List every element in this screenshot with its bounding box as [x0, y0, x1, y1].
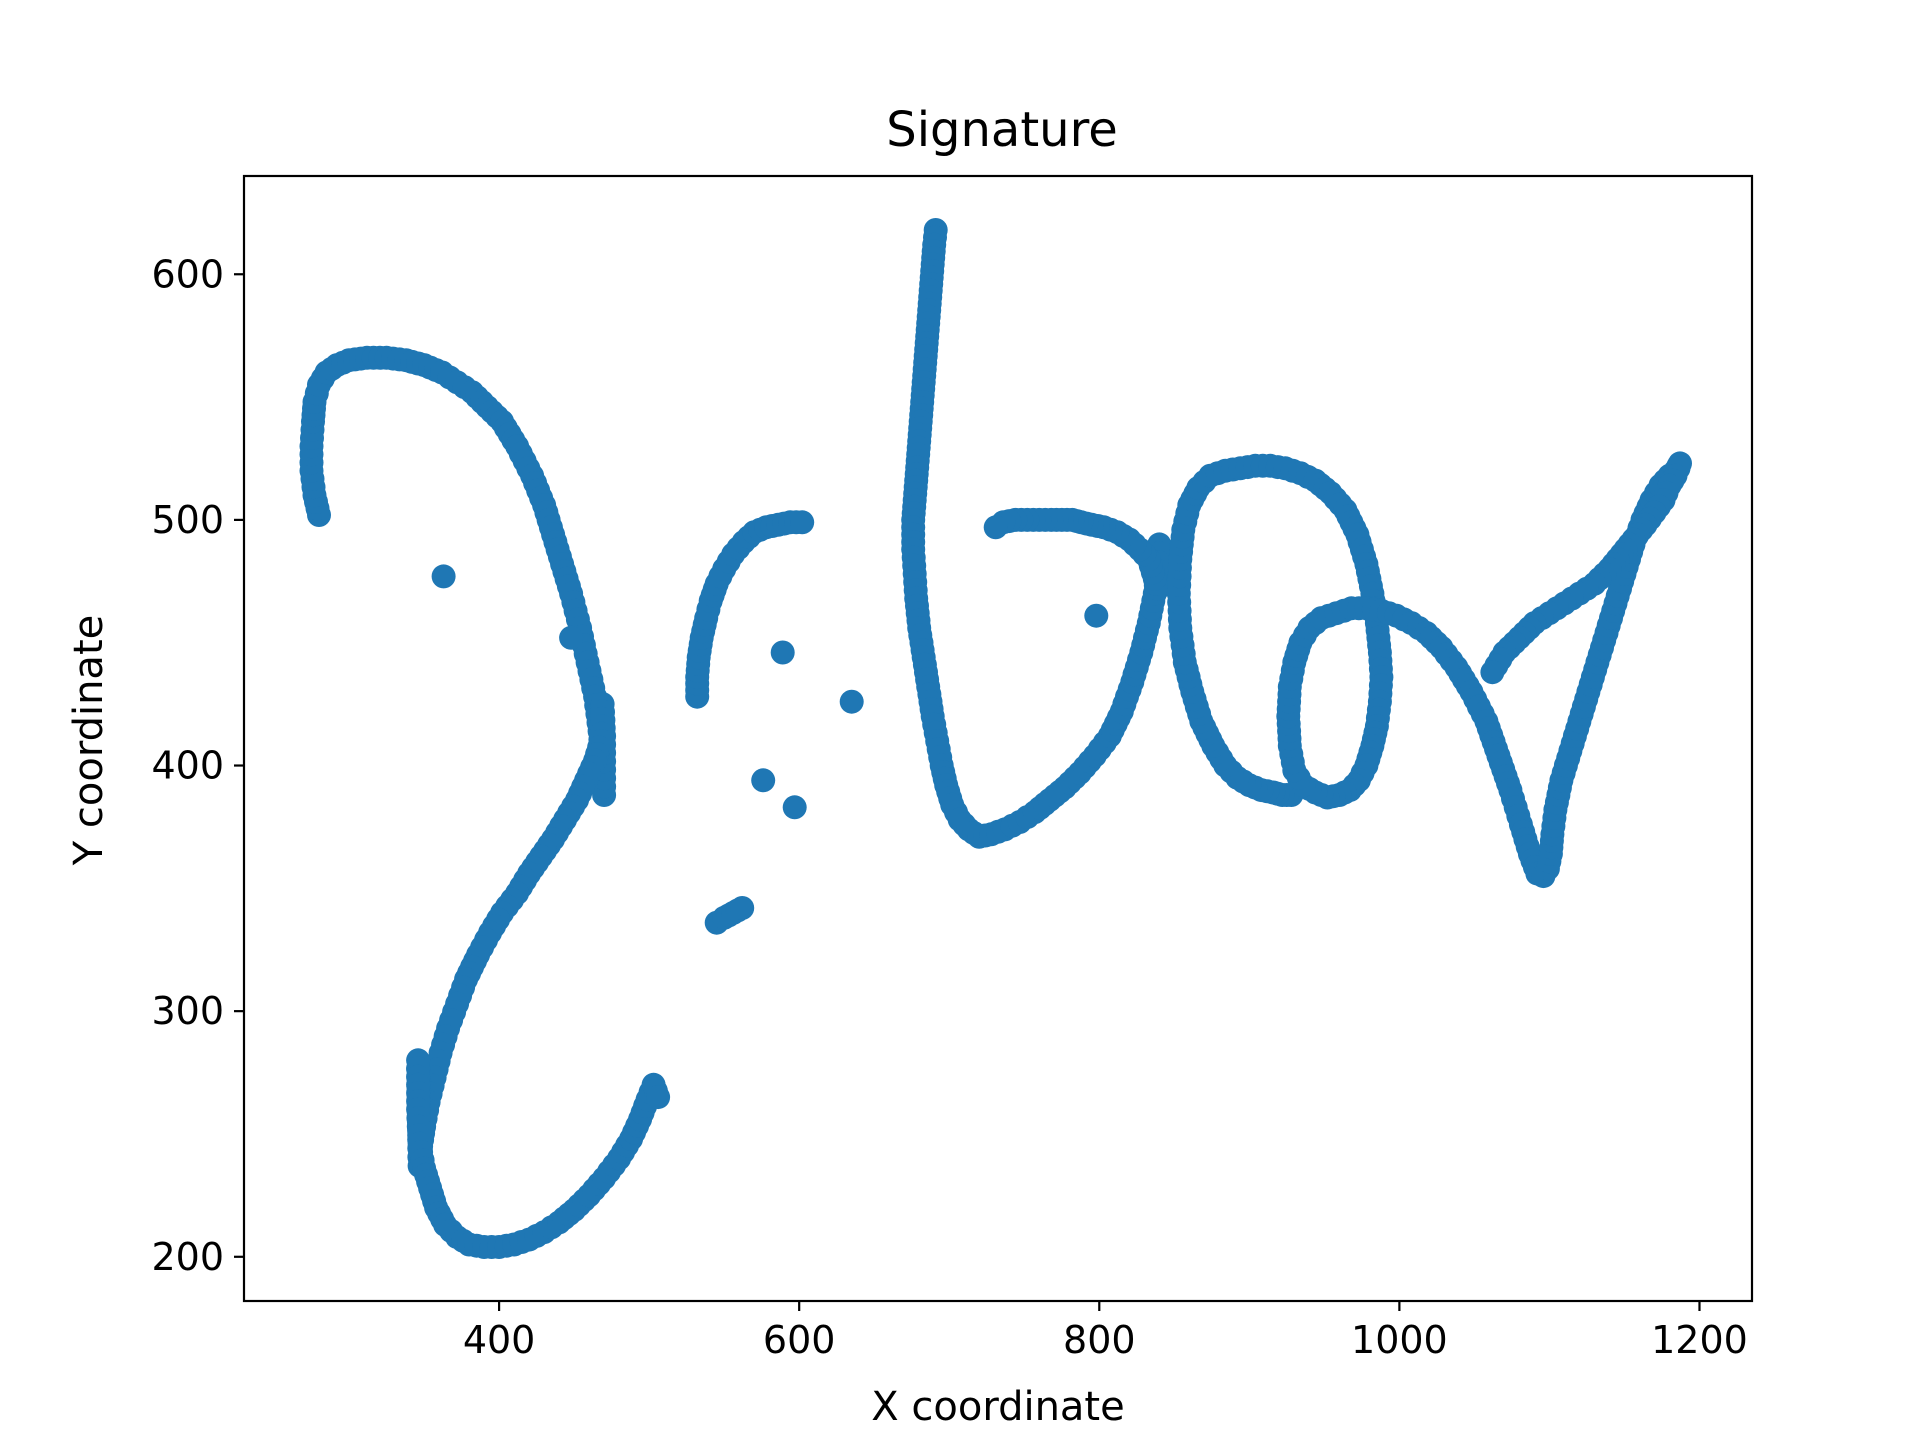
isolated-point: [770, 640, 795, 665]
x-axis-label: X coordinate: [871, 1384, 1124, 1430]
x-tick-label: 400: [463, 1318, 536, 1362]
isolated-point: [839, 689, 864, 714]
y-axis-ticks: 200 300 400 500 600: [151, 252, 244, 1279]
x-tick-label: 1200: [1651, 1318, 1748, 1362]
y-tick-label: 300: [151, 989, 224, 1033]
plot-frame: [242, 174, 1754, 1303]
stroke-5-point: [1480, 660, 1505, 685]
x-tick-label: 1000: [1351, 1318, 1448, 1362]
y-tick-label: 200: [151, 1235, 224, 1279]
isolated-point: [1084, 603, 1109, 628]
isolated-point: [782, 795, 807, 820]
y-axis-label: Y coordinate: [66, 615, 112, 867]
y-tick-label: 400: [151, 744, 224, 788]
isolated-point: [431, 564, 456, 589]
x-tick-label: 600: [763, 1318, 836, 1362]
stroke-1-point: [646, 1085, 671, 1110]
x-axis-ticks: 400 600 800 1000 1200: [463, 1301, 1748, 1362]
x-tick-label: 800: [1063, 1318, 1136, 1362]
stroke-4-point: [983, 515, 1008, 540]
y-tick-label: 600: [151, 252, 224, 296]
stroke-2-point: [790, 510, 815, 535]
y-tick-label: 500: [151, 498, 224, 542]
stroke-3-point: [730, 896, 755, 920]
isolated-point: [559, 625, 584, 650]
chart-title: Signature: [886, 102, 1118, 158]
data-points: [299, 218, 1692, 1259]
isolated-point: [751, 768, 776, 793]
